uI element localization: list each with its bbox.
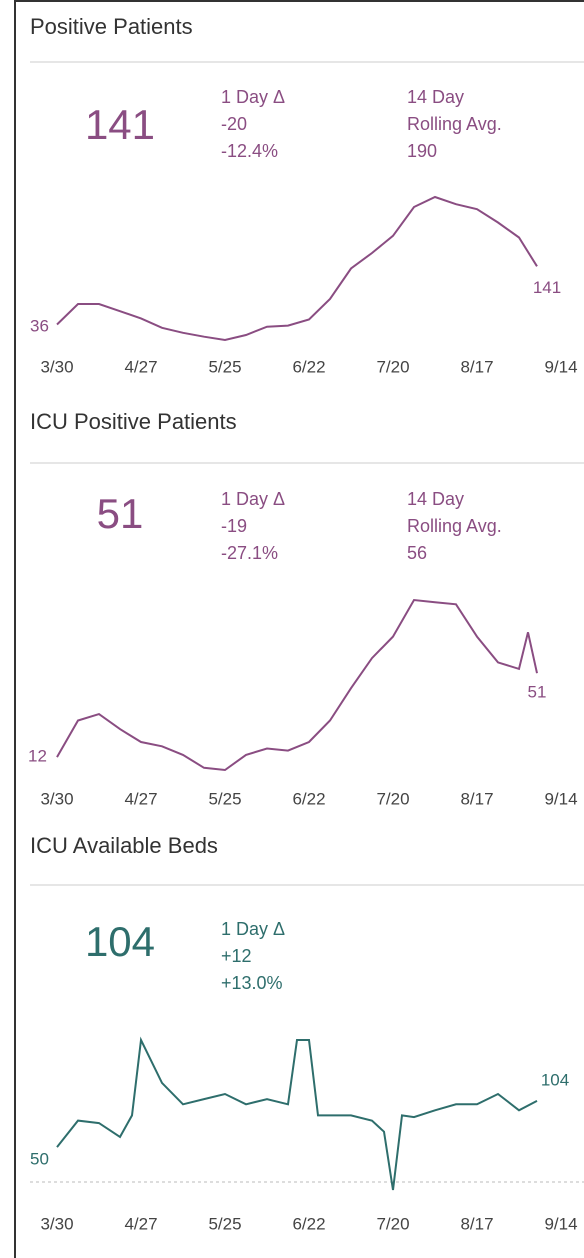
panel-border <box>14 0 584 1258</box>
delta-value: -19 <box>221 516 247 536</box>
x-tick-label: 8/17 <box>460 1214 493 1233</box>
x-tick-label: 9/14 <box>544 789 577 808</box>
line-series <box>56 195 538 342</box>
avg-label: Rolling Avg. <box>407 516 502 536</box>
delta-label: 1 Day Δ <box>221 919 285 939</box>
delta-percent: +13.0% <box>221 973 283 993</box>
x-tick-label: 7/20 <box>376 789 409 808</box>
start-label: 12 <box>28 746 47 765</box>
x-tick-label: 4/27 <box>124 357 157 376</box>
avg-label: Rolling Avg. <box>407 114 502 134</box>
x-tick-label: 3/30 <box>40 1214 73 1233</box>
x-tick-label: 3/30 <box>40 789 73 808</box>
x-tick-label: 5/25 <box>208 1214 241 1233</box>
section-title: ICU Available Beds <box>30 833 218 858</box>
avg-label: 14 Day <box>407 489 464 509</box>
current-value: 141 <box>85 101 155 148</box>
x-tick-label: 8/17 <box>460 789 493 808</box>
x-tick-label: 9/14 <box>544 1214 577 1233</box>
x-tick-label: 4/27 <box>124 1214 157 1233</box>
delta-percent: -12.4% <box>221 141 278 161</box>
section-title: ICU Positive Patients <box>30 409 237 434</box>
x-tick-label: 3/30 <box>40 357 73 376</box>
start-label: 50 <box>30 1149 49 1168</box>
start-label: 36 <box>30 316 49 335</box>
x-tick-label: 6/22 <box>292 789 325 808</box>
x-tick-label: 4/27 <box>124 789 157 808</box>
end-label: 51 <box>528 683 547 702</box>
end-label: 104 <box>541 1070 569 1089</box>
avg-value: 190 <box>407 141 437 161</box>
x-tick-label: 5/25 <box>208 357 241 376</box>
delta-value: -20 <box>221 114 247 134</box>
line-series <box>56 1036 538 1191</box>
line-series <box>56 598 538 772</box>
section-title: Positive Patients <box>30 14 193 39</box>
delta-label: 1 Day Δ <box>221 489 285 509</box>
x-tick-label: 6/22 <box>292 357 325 376</box>
delta-percent: -27.1% <box>221 543 278 563</box>
x-tick-label: 6/22 <box>292 1214 325 1233</box>
x-tick-label: 8/17 <box>460 357 493 376</box>
avg-label: 14 Day <box>407 87 464 107</box>
x-tick-label: 5/25 <box>208 789 241 808</box>
delta-value: +12 <box>221 946 252 966</box>
current-value: 104 <box>85 918 155 965</box>
x-tick-label: 7/20 <box>376 357 409 376</box>
x-tick-label: 9/14 <box>544 357 577 376</box>
current-value: 51 <box>97 490 144 537</box>
x-tick-label: 7/20 <box>376 1214 409 1233</box>
avg-value: 56 <box>407 543 427 563</box>
end-label: 141 <box>533 278 561 297</box>
delta-label: 1 Day Δ <box>221 87 285 107</box>
